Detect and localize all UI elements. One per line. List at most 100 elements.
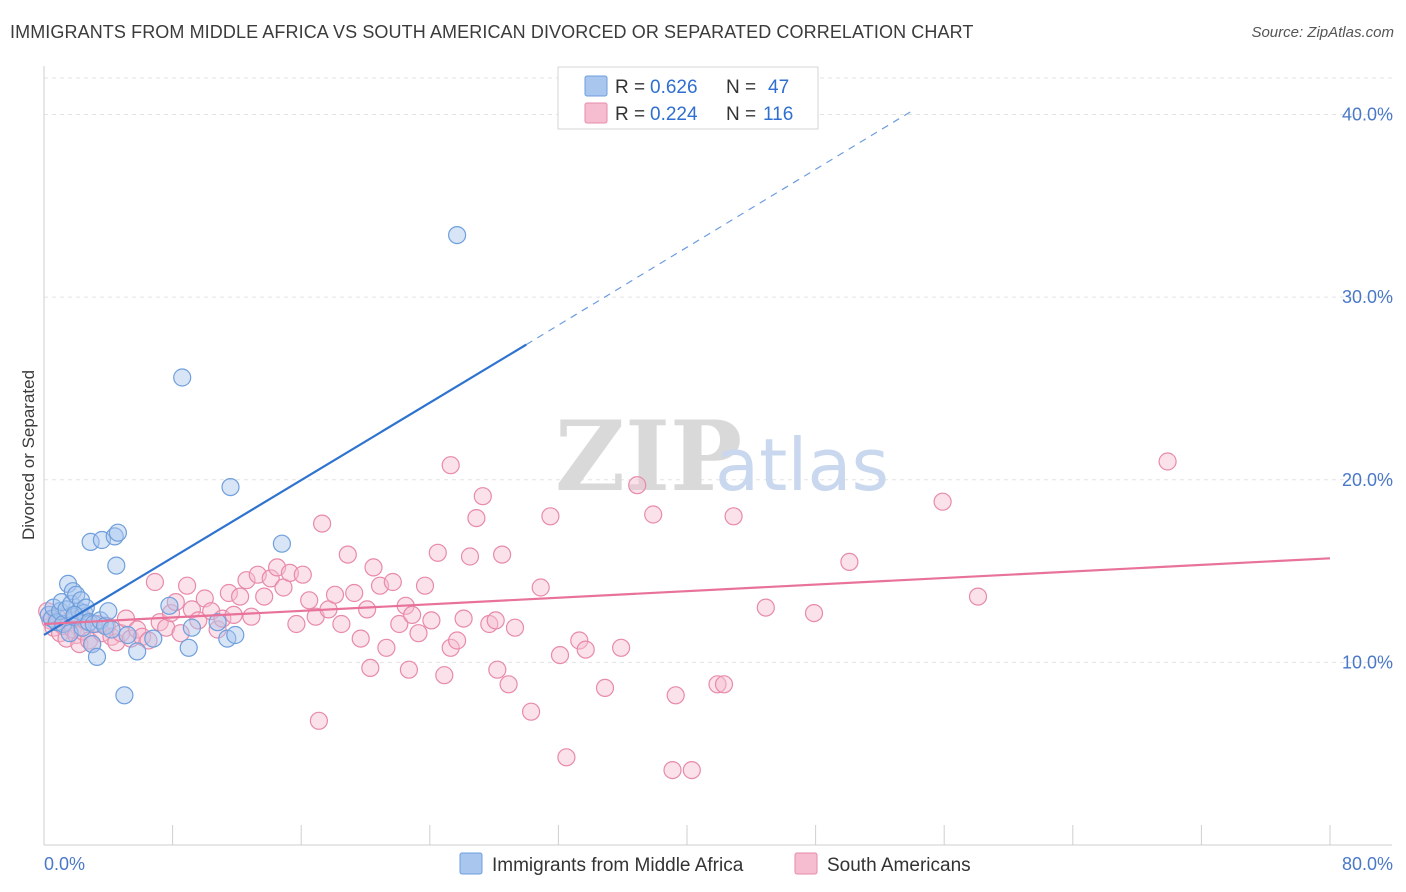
bottom-legend-swatch-blue <box>459 852 483 875</box>
point-middle-africa-27 <box>99 602 118 621</box>
bottom-legend-label-blue: Immigrants from Middle Africa <box>492 855 744 876</box>
point-south-american-87 <box>541 507 560 526</box>
trend-lines <box>43 110 1331 636</box>
bottom-legend: Immigrants from Middle Africa South Amer… <box>459 852 971 876</box>
point-south-american-69 <box>409 624 428 643</box>
point-south-american-110 <box>309 711 328 730</box>
y-tick-label-3: 40.0% <box>1342 105 1393 125</box>
point-middle-africa-36 <box>160 596 179 615</box>
point-south-american-41 <box>231 587 250 606</box>
legend: R = 0.626 N = 47 R = 0.224 N = 116 <box>557 66 819 130</box>
point-south-american-59 <box>345 583 364 603</box>
point-south-american-61 <box>358 600 377 619</box>
bottom-legend-swatch-pink <box>794 852 818 875</box>
point-south-american-101 <box>840 552 859 572</box>
point-south-american-111 <box>361 658 380 678</box>
point-middle-africa-34 <box>128 642 147 661</box>
legend-r-label-pink: R = <box>615 104 645 125</box>
point-middle-africa-31 <box>108 523 128 542</box>
legend-r-value-blue: 0.626 <box>650 77 698 98</box>
point-south-american-39 <box>219 583 238 603</box>
legend-r-label-blue: R = <box>615 77 645 98</box>
point-middle-africa-43 <box>226 625 245 645</box>
point-south-american-60 <box>351 629 370 648</box>
point-middle-africa-35 <box>144 629 163 648</box>
point-south-american-66 <box>390 614 409 634</box>
point-south-american-73 <box>435 666 454 685</box>
legend-n-value-blue: 47 <box>768 77 789 98</box>
point-south-american-94 <box>666 686 685 705</box>
point-south-american-57 <box>332 614 351 634</box>
point-south-american-76 <box>454 609 473 628</box>
point-south-american-75 <box>448 631 467 650</box>
point-middle-africa-39 <box>182 618 201 637</box>
legend-n-label-blue: N = <box>726 77 756 98</box>
point-south-american-71 <box>422 611 441 630</box>
series-middle-africa <box>39 226 467 705</box>
legend-swatch-pink <box>584 102 608 124</box>
bottom-legend-label-pink: South Americans <box>827 855 971 876</box>
point-south-american-90 <box>595 678 615 698</box>
legend-r-value-pink: 0.224 <box>650 104 698 125</box>
point-south-american-42 <box>237 571 256 590</box>
point-south-american-62 <box>364 558 383 577</box>
chart-title: IMMIGRANTS FROM MIDDLE AFRICA VS SOUTH A… <box>10 22 974 42</box>
point-middle-africa-30 <box>107 556 126 575</box>
point-south-american-70 <box>415 576 435 595</box>
point-south-american-85 <box>521 702 541 721</box>
point-south-american-32 <box>178 576 197 595</box>
point-middle-africa-33 <box>118 625 137 645</box>
point-south-american-58 <box>338 545 357 564</box>
point-south-american-26 <box>145 572 164 592</box>
y-axis-title: Divorced or Separated <box>19 370 38 540</box>
point-south-american-33 <box>182 600 201 619</box>
point-south-american-96 <box>708 675 727 694</box>
point-south-american-98 <box>724 507 743 526</box>
point-middle-africa-45 <box>448 226 467 245</box>
trend-line-south-americans <box>43 557 1331 626</box>
trend-line-middle-africa-extension <box>525 110 913 346</box>
point-middle-africa-44 <box>272 534 291 553</box>
source-label: Source: ZipAtlas.com <box>1251 24 1394 41</box>
point-south-american-37 <box>208 620 227 639</box>
watermark-atlas: atlas <box>715 423 889 507</box>
point-south-american-93 <box>644 505 663 524</box>
point-south-american-68 <box>403 605 422 625</box>
point-south-american-107 <box>557 748 576 767</box>
point-south-american-45 <box>255 587 274 606</box>
point-south-american-54 <box>313 514 332 533</box>
axes <box>43 66 1392 846</box>
point-south-american-112 <box>399 660 418 679</box>
point-south-american-78 <box>467 508 486 528</box>
watermark: ZIP atlas <box>555 400 889 513</box>
point-south-american-105 <box>441 456 460 475</box>
point-south-american-108 <box>488 660 507 679</box>
point-south-american-72 <box>428 543 447 562</box>
point-south-american-91 <box>611 638 631 657</box>
legend-n-label-pink: N = <box>726 104 756 125</box>
y-tick-label-1: 20.0% <box>1342 470 1393 490</box>
series-south-americans <box>38 452 1177 780</box>
x-tick-label-0: 0.0% <box>44 854 85 874</box>
point-south-american-106 <box>576 640 595 659</box>
point-middle-africa-23 <box>87 647 107 667</box>
point-middle-africa-20 <box>81 532 100 552</box>
point-south-american-86 <box>531 578 550 597</box>
y-tick-labels: 10.0% 20.0% 30.0% 40.0% <box>1342 105 1393 673</box>
y-tick-label-0: 10.0% <box>1342 652 1393 672</box>
watermark-zip: ZIP <box>555 400 742 513</box>
y-tick-label-2: 30.0% <box>1342 287 1393 307</box>
point-south-american-88 <box>550 645 570 665</box>
point-south-american-50 <box>287 614 306 634</box>
legend-swatch-blue <box>584 75 608 97</box>
trend-line-middle-africa <box>43 343 527 636</box>
point-south-american-31 <box>171 624 190 643</box>
point-south-american-64 <box>377 638 396 657</box>
point-south-american-74 <box>441 638 460 657</box>
point-middle-africa-40 <box>208 613 227 632</box>
x-tick-label-1: 80.0% <box>1342 854 1393 874</box>
point-south-american-81 <box>486 611 505 630</box>
point-south-american-83 <box>499 675 518 694</box>
point-south-american-102 <box>933 492 952 511</box>
point-south-american-43 <box>242 607 261 626</box>
